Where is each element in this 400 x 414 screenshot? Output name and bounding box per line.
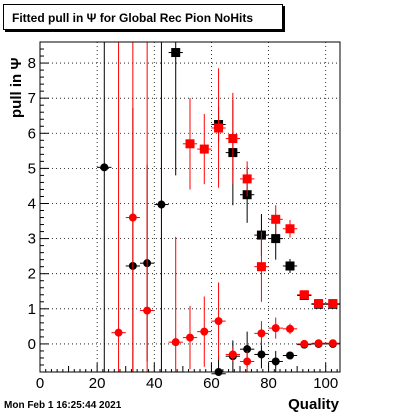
axis-ticks: 0 20 40 60 80 100 0 1 2 3 4 5 6 7 8	[28, 48, 338, 392]
circle-marker	[300, 339, 309, 348]
circle-marker	[143, 306, 152, 315]
data-point	[168, 236, 183, 372]
plot-frame	[39, 41, 341, 373]
circle-marker	[243, 357, 252, 366]
y-tick-label: 6	[28, 125, 36, 142]
circle-marker	[328, 339, 337, 348]
data-point	[254, 231, 269, 302]
circle-marker	[114, 328, 123, 337]
x-axis-label: Quality	[288, 396, 339, 413]
y-tick-label: 8	[28, 55, 36, 72]
square-marker	[214, 123, 224, 133]
timestamp: Mon Feb 1 16:25:44 2021	[4, 400, 122, 411]
y-tick-label: 1	[28, 301, 36, 318]
data-point	[268, 317, 283, 339]
y-tick-label: 3	[28, 231, 36, 248]
data-point	[240, 161, 255, 197]
square-marker	[285, 261, 295, 271]
data-point	[154, 42, 169, 372]
data-point	[225, 92, 240, 185]
square-marker	[299, 290, 309, 300]
y-axis-label: pull in Ψ	[8, 57, 25, 118]
data-point	[225, 347, 240, 362]
data-point	[282, 219, 298, 238]
circle-marker	[314, 339, 323, 348]
y-tick-label: 7	[28, 90, 36, 107]
data-point	[325, 299, 340, 309]
circle-marker	[200, 327, 209, 336]
data-point	[197, 296, 212, 367]
data-point	[240, 350, 255, 372]
data-point	[268, 350, 283, 372]
square-marker	[185, 139, 195, 149]
circle-marker	[257, 350, 266, 359]
square-marker	[271, 214, 281, 224]
circle-marker	[271, 324, 280, 333]
x-tick-label: 60	[203, 375, 220, 392]
data-point	[111, 42, 126, 372]
circle-marker	[257, 329, 266, 338]
square-marker	[256, 262, 266, 272]
x-tick-label: 20	[89, 375, 106, 392]
data-point	[254, 321, 269, 346]
data-point	[282, 323, 298, 335]
circle-marker	[286, 324, 294, 333]
circle-marker	[171, 338, 180, 347]
data-point	[211, 68, 226, 188]
y-tick-label: 2	[28, 266, 36, 283]
circle-marker	[100, 163, 109, 172]
x-tick-label: 100	[313, 375, 338, 392]
square-marker	[314, 299, 324, 309]
data-point	[297, 339, 312, 348]
data-point	[311, 339, 326, 348]
data-point	[182, 98, 198, 190]
data-point	[140, 42, 155, 372]
circle-marker	[228, 350, 237, 359]
square-marker	[199, 144, 209, 154]
circle-marker	[157, 200, 166, 209]
circle-marker	[128, 213, 137, 222]
y-tick-label: 0	[28, 336, 36, 353]
x-tick-label: 40	[146, 375, 163, 392]
square-marker	[242, 174, 252, 184]
data-point	[282, 351, 298, 360]
chart-title: Fitted pull in Ψ for Global Rec Pion NoH…	[12, 11, 254, 25]
square-marker	[171, 48, 181, 58]
circle-marker	[186, 333, 194, 342]
data-point	[282, 258, 298, 273]
circle-marker	[286, 351, 294, 360]
x-tick-label: 0	[36, 375, 44, 392]
data-point	[211, 282, 226, 360]
square-marker	[285, 224, 295, 234]
y-tick-label: 5	[28, 160, 36, 177]
data-point	[325, 339, 340, 348]
x-tick-label: 80	[260, 375, 277, 392]
square-marker	[328, 299, 338, 309]
data-point	[125, 42, 140, 372]
data-point	[168, 42, 183, 176]
data-points	[97, 42, 340, 376]
circle-marker	[271, 357, 280, 366]
square-marker	[228, 134, 238, 144]
square-marker	[271, 234, 281, 244]
data-point	[182, 306, 198, 370]
data-point	[297, 290, 312, 300]
data-point	[311, 299, 326, 309]
data-point	[197, 113, 212, 185]
circle-marker	[214, 317, 223, 326]
data-point	[268, 205, 283, 234]
y-tick-label: 4	[28, 195, 36, 212]
title-box: Fitted pull in Ψ for Global Rec Pion NoH…	[3, 4, 283, 30]
data-point	[97, 42, 112, 372]
circle-marker	[243, 345, 252, 354]
